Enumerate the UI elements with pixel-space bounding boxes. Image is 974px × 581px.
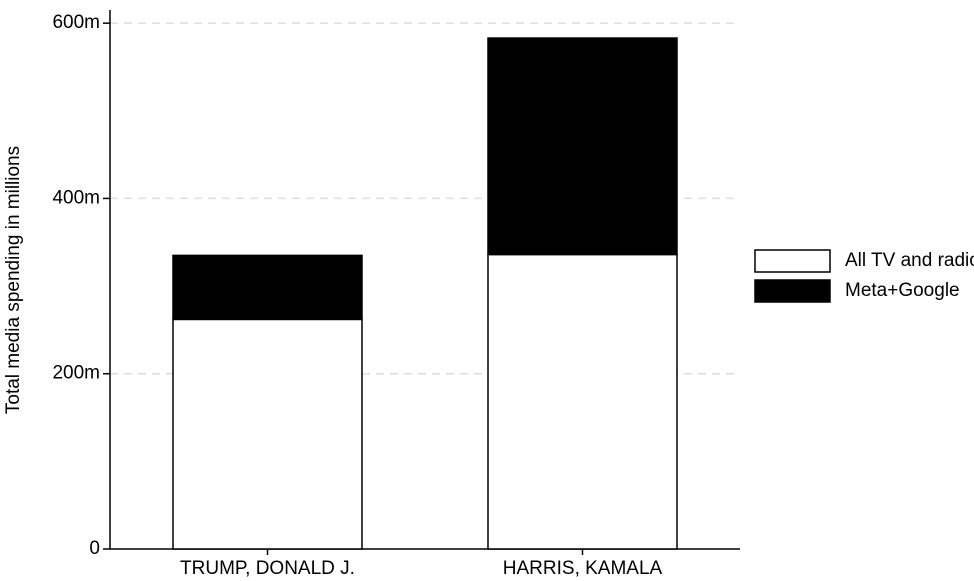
bar-segment (172, 254, 363, 321)
y-tick-label: 200m (52, 363, 100, 384)
y-tick-label: 600m (52, 12, 100, 33)
bar-segment (487, 37, 678, 256)
bar-segment (487, 253, 678, 550)
legend-swatch (754, 279, 831, 303)
legend-swatch (754, 249, 831, 273)
y-tick-label: 0 (89, 538, 100, 559)
bar-segment (172, 318, 363, 550)
legend-label: Meta+Google (845, 280, 960, 301)
y-axis-label: Total media spending in millions (3, 146, 24, 414)
y-tick-label: 400m (52, 187, 100, 208)
x-tick-label: TRUMP, DONALD J. (180, 558, 355, 579)
legend-label: All TV and radio (845, 250, 974, 271)
x-tick-label: HARRIS, KAMALA (503, 558, 663, 579)
